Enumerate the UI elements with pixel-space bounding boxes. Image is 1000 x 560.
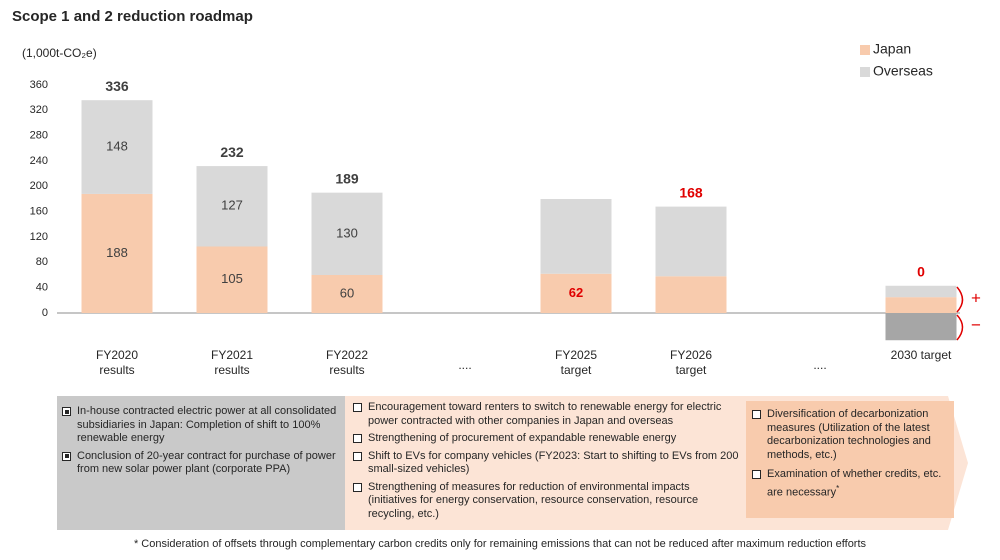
x-tick-label: FY2021 results [210,348,254,377]
x-tick-label: FY2026 target [669,348,713,377]
total-label: 0 [917,263,925,279]
footnote: * Consideration of offsets through compl… [134,538,867,550]
data-label: 105 [221,271,243,286]
item-text: Examination of whether credits, etc. are… [767,468,942,499]
checkbox [353,451,362,461]
bar-segment [885,285,957,298]
y-tick-label: 80 [36,256,48,268]
panel-item: In-house contracted electric power at al… [62,405,340,446]
panel: Diversification of decarbonization measu… [752,408,952,506]
panel-item: Encouragement toward renters to switch t… [353,401,741,428]
panel-bg [746,401,954,518]
panel-item: Examination of whether credits, etc. are… [752,468,952,500]
x-tick-label: .... [813,358,827,372]
item-text: Diversification of decarbonization measu… [767,408,931,461]
panel-item: Strengthening of measures for reduction … [353,481,741,522]
bar-segment [311,275,383,313]
legend-swatch [860,67,870,77]
y-tick-label: 240 [30,155,48,167]
panel-item: Shift to EVs for company vehicles (FY202… [353,450,741,477]
offset-bar [885,313,957,341]
x-tick-label: .... [458,358,472,372]
data-label: 127 [221,198,243,213]
bar-segment [196,166,268,247]
x-tick-label: FY2022 results [325,348,369,377]
legend-label: Overseas [873,63,933,79]
total-label: 232 [220,144,244,160]
item-text: Strengthening of measures for reduction … [368,480,699,520]
total-label: 336 [105,78,129,94]
total-label: 168 [679,184,703,200]
legend-label: Japan [873,41,911,57]
data-label: 130 [336,225,358,240]
bar-segment [655,276,727,313]
y-tick-label: 360 [30,79,48,91]
panel-bg [57,396,345,530]
y-tick-label: 200 [30,180,48,192]
checkbox [353,434,362,443]
panel-item: Diversification of decarbonization measu… [752,408,952,462]
data-label: 188 [106,245,128,260]
y-axis-label: (1,000t-CO₂e) [22,46,97,60]
item-text: Encouragement toward renters to switch t… [368,401,722,427]
x-tick-label: 2030 target [890,348,952,362]
y-tick-label: 160 [30,206,48,218]
bar-segment [81,193,153,313]
bar-segment [311,192,383,275]
total-label: 189 [335,170,359,186]
checkbox [752,470,761,479]
data-label: 148 [106,139,128,154]
checkbox [752,410,761,419]
panel-item: Conclusion of 20-year contract for purch… [62,450,340,477]
y-tick-label: 0 [42,307,48,319]
bar-segment [540,199,612,274]
x-tick-label: FY2020 results [95,348,139,377]
item-text: Shift to EVs for company vehicles (FY202… [368,449,739,476]
y-tick-label: 280 [30,130,48,142]
checkbox [353,482,362,492]
checkbox [353,403,362,412]
data-label: 60 [340,285,354,300]
y-tick-label: 320 [30,104,48,116]
bar-segment [196,246,268,313]
note-mark: * [836,483,840,493]
panel: In-house contracted electric power at al… [62,405,340,481]
bar-segment [540,273,612,313]
annotation: + [971,288,981,307]
checkbox [62,407,71,416]
item-text: Strengthening of procurement of expandab… [368,432,677,444]
legend-swatch [860,45,870,55]
item-text: Conclusion of 20-year contract for purch… [77,449,336,476]
checkbox [62,451,71,461]
item-text: In-house contracted electric power at al… [77,405,337,444]
bar-segment [885,297,957,313]
bracket [956,314,964,341]
y-tick-label: 40 [36,282,48,294]
bar-segment [81,100,153,194]
x-tick-label: FY2025 target [554,348,598,377]
bracket [956,286,964,313]
bar-segment [655,206,727,277]
annotation: − [971,315,981,334]
y-tick-label: 120 [30,231,48,243]
data-label: 62 [569,285,583,300]
panel: Encouragement toward renters to switch t… [353,401,741,525]
panel-item: Strengthening of procurement of expandab… [353,432,741,446]
chart-title: Scope 1 and 2 reduction roadmap [12,8,253,25]
